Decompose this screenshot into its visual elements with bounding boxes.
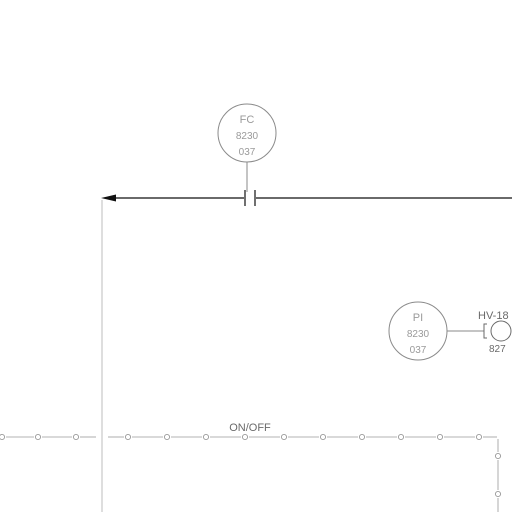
hv-number: 827 xyxy=(489,344,506,355)
fc-loop: 8230 xyxy=(236,131,259,142)
signal-node xyxy=(0,433,6,441)
on-off-label: ON/OFF xyxy=(229,422,271,434)
pi-loop: 8230 xyxy=(407,329,430,340)
signal-node xyxy=(475,433,483,441)
signal-node xyxy=(436,433,444,441)
fc-bubble xyxy=(217,103,277,163)
fc-instrument: FC 8230 037 xyxy=(217,103,277,192)
signal-node xyxy=(163,433,171,441)
signal-node xyxy=(358,433,366,441)
hv-tag: HV-18 xyxy=(478,310,509,322)
fc-tag: FC xyxy=(240,114,255,126)
pi-number: 037 xyxy=(410,345,427,356)
hv-valve-icon xyxy=(490,320,512,342)
hv-valve: HV-18 827 xyxy=(478,310,512,355)
signal-node xyxy=(319,433,327,441)
flow-arrow-icon xyxy=(101,194,116,202)
pi-instrument: PI 8230 037 xyxy=(388,301,484,361)
signal-node xyxy=(494,490,502,498)
binary-signal-line: ON/OFF xyxy=(0,422,502,512)
signal-node xyxy=(280,433,288,441)
signal-node xyxy=(241,433,249,441)
hv-valve-bracket xyxy=(483,323,487,339)
signal-node xyxy=(494,452,502,460)
signal-node xyxy=(124,433,132,441)
signal-node xyxy=(202,433,210,441)
signal-node xyxy=(34,433,42,441)
pi-tag: PI xyxy=(413,312,423,324)
fc-number: 037 xyxy=(239,147,256,158)
signal-node xyxy=(397,433,405,441)
flow-element-gap xyxy=(244,191,256,205)
signal-node xyxy=(72,433,80,441)
